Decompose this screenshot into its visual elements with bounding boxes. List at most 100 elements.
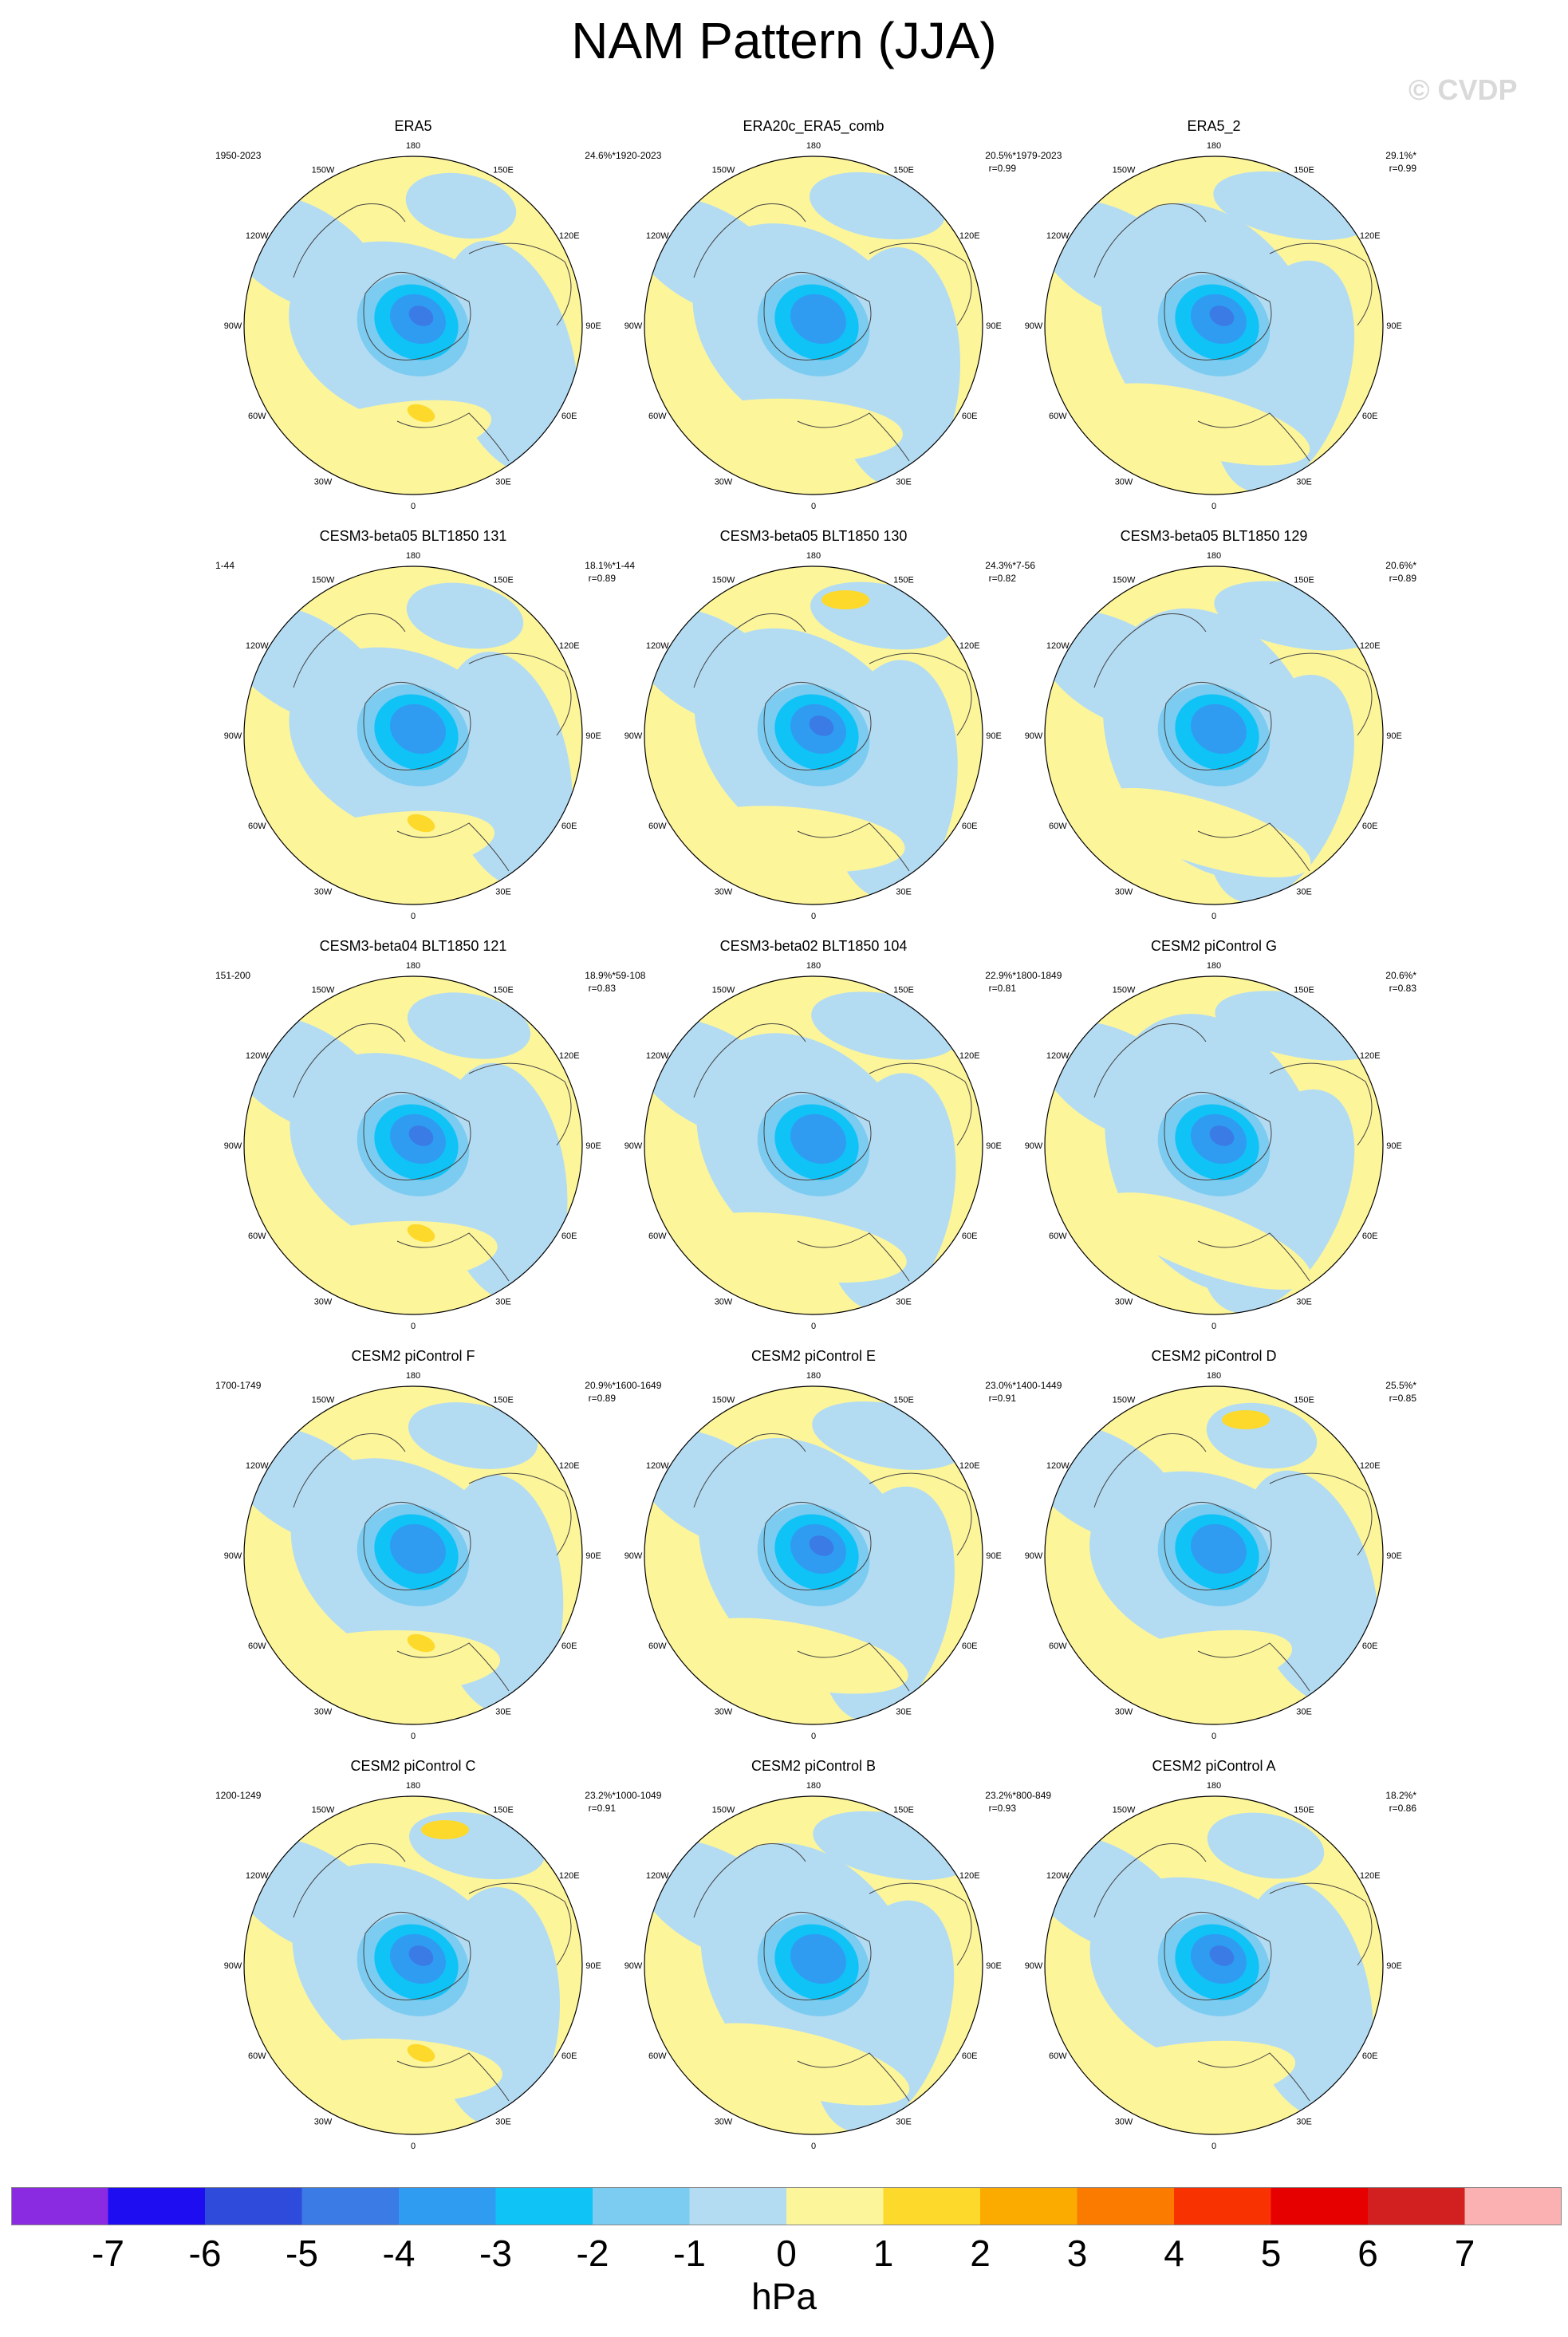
panel-years: 1200-1249 [215, 1790, 262, 1801]
negative-anomaly-region [644, 1839, 794, 1961]
panel-title: ERA20c_ERA5_comb [743, 118, 884, 134]
longitude-label: 30W [314, 1708, 333, 1717]
polar-map: 180 150E 120E 90E 60E 30E 0 30W 60W 90W 120W 150W [624, 961, 1002, 1331]
longitude-label: 180 [1207, 551, 1221, 561]
longitude-label: 30W [314, 2118, 333, 2127]
longitude-label: 150W [1113, 1805, 1136, 1815]
longitude-label: 150W [312, 165, 335, 175]
panel-years: 1800-1849 [1016, 970, 1062, 981]
negative-anomaly-region [1045, 610, 1196, 731]
map-boundary [1044, 156, 1384, 495]
longitude-label: 60E [561, 822, 577, 831]
positive-anomaly-region [277, 1630, 500, 1695]
longitude-label: 90W [1025, 731, 1043, 741]
longitude-label: 90E [585, 321, 601, 331]
panel-correlation: r=0.86 [1389, 1803, 1416, 1814]
colorbar-tick-label: 2 [970, 2233, 991, 2274]
panel-correlation: r=0.83 [588, 983, 616, 994]
map-panel: 180 150E 120E 90E 60E 30E 0 30W 60W 90W 120W 150W CE… [975, 528, 1453, 927]
coastline [293, 203, 572, 462]
longitude-label: 120E [1360, 1871, 1381, 1881]
panel-variance: 25.5%* [1385, 1380, 1416, 1391]
longitude-label: 180 [806, 551, 821, 561]
polar-map: 180 150E 120E 90E 60E 30E 0 30W 60W 90W 120W 150W [1025, 141, 1402, 511]
longitude-label: 60W [648, 1641, 667, 1651]
colorbar-swatch [1077, 2187, 1174, 2225]
negative-anomaly-region [1207, 1812, 1325, 1879]
colorbar-tick-label: 7 [1454, 2233, 1475, 2274]
negative-anomaly-region [406, 582, 524, 649]
panel-variance: 29.1%* [1385, 150, 1416, 161]
panel-title: CESM2 piControl G [1150, 938, 1278, 954]
panel-title: CESM3-beta04 BLT1850 121 [319, 938, 507, 954]
map-panel: 180 150E 120E 90E 60E 30E 0 30W 60W 90W 120W 150W CE… [975, 1348, 1453, 1747]
longitude-label: 30E [1296, 888, 1312, 897]
longitude-label: 150W [712, 575, 735, 585]
negative-anomaly-region [408, 1402, 538, 1469]
longitude-label: 150W [712, 1395, 735, 1405]
positive-anomaly-region [680, 398, 903, 463]
longitude-label: 90E [986, 1551, 1002, 1561]
longitude-label: 150E [1294, 165, 1314, 175]
panel-years: 1950-2023 [215, 150, 262, 161]
panel-title: CESM3-beta05 BLT1850 131 [319, 528, 507, 544]
colorbar-tick-label: 6 [1357, 2233, 1378, 2274]
map-panel: 180 150E 120E 90E 60E 30E 0 30W 60W 90W 120W 150W CE… [174, 938, 652, 1337]
map-panel: 180 150E 120E 90E 60E 30E 0 30W 60W 90W 120W 150W CE… [574, 1348, 1053, 1747]
longitude-label: 30E [1296, 1708, 1312, 1717]
positive-anomaly-region [1073, 2040, 1296, 2110]
panel-variance: 22.9%* [985, 970, 1016, 981]
positive-anomaly-region [1092, 383, 1310, 466]
longitude-label: 180 [806, 1781, 821, 1791]
panel-years: 1979-2023 [1016, 150, 1062, 161]
colorbar-tick-label: 1 [873, 2233, 894, 2274]
panel-correlation: r=0.91 [988, 1393, 1016, 1404]
negative-anomaly-region [407, 992, 531, 1059]
colorbar-swatch [399, 2187, 496, 2225]
longitude-label: 60E [1362, 822, 1378, 831]
positive-anomaly-spot [407, 814, 435, 833]
longitude-label: 180 [1207, 1781, 1221, 1791]
longitude-label: 150E [493, 1395, 514, 1405]
longitude-label: 0 [1211, 2142, 1216, 2151]
coastline [693, 1433, 972, 1692]
longitude-label: 30W [715, 888, 733, 897]
panel-variance: 20.5%* [985, 150, 1016, 161]
longitude-label: 0 [1211, 502, 1216, 511]
longitude-label: 90W [624, 1551, 643, 1561]
negative-core-level-3 [790, 1933, 847, 1984]
longitude-label: 120E [559, 641, 580, 651]
longitude-label: 30W [1115, 478, 1133, 487]
longitude-label: 120E [959, 1871, 980, 1881]
coastline [293, 613, 572, 872]
coastline [1093, 1433, 1373, 1692]
negative-core-level-3 [1190, 703, 1247, 755]
coastline [1093, 613, 1373, 872]
longitude-label: 120W [1046, 641, 1070, 651]
panel-variance: 18.2%* [1385, 1790, 1416, 1801]
longitude-label: 90E [1386, 731, 1402, 741]
panel-correlation: r=0.99 [1389, 163, 1416, 174]
longitude-label: 30E [896, 1298, 912, 1307]
polar-map: 180 150E 120E 90E 60E 30E 0 30W 60W 90W 120W 150W [1025, 551, 1402, 921]
longitude-label: 150W [312, 1805, 335, 1815]
longitude-label: 30W [715, 1708, 733, 1717]
colorbar-swatch [980, 2187, 1078, 2225]
longitude-label: 60W [1049, 412, 1067, 421]
panel-correlation: r=0.89 [588, 573, 616, 584]
longitude-label: 60E [1362, 1232, 1378, 1241]
colorbar-tick-label: -4 [382, 2233, 416, 2274]
panel-variance: 23.2%* [985, 1790, 1016, 1801]
panel-years: 1-44 [215, 560, 235, 571]
coastline [293, 1433, 572, 1692]
negative-core-level-4 [809, 715, 834, 736]
longitude-label: 60W [248, 412, 266, 421]
longitude-label: 150E [493, 985, 514, 995]
colorbar-swatch [108, 2187, 205, 2225]
longitude-label: 30W [715, 478, 733, 487]
polar-map: 180 150E 120E 90E 60E 30E 0 30W 60W 90W 120W 150W [1025, 1371, 1402, 1741]
negative-core-level-3 [1190, 1523, 1247, 1574]
longitude-label: 90W [224, 731, 242, 741]
longitude-label: 60W [1049, 2051, 1067, 2061]
panel-title: ERA5 [394, 118, 432, 134]
